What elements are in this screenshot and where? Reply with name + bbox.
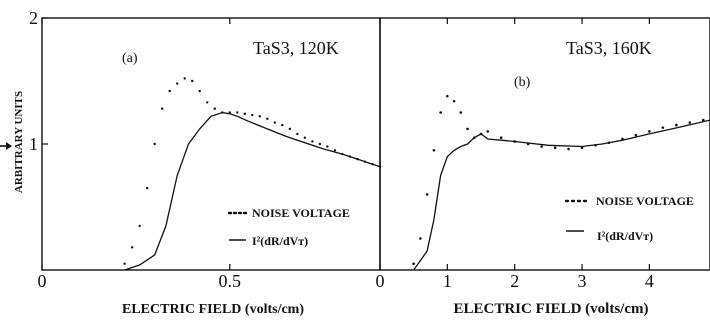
panel-a-noise-point — [266, 117, 269, 121]
panel-a-x-tick-label: 0.5 — [219, 271, 242, 291]
panel-b-noise-point — [688, 121, 692, 124]
panel-a-noise-point — [281, 123, 284, 127]
panel-b-noise-point — [439, 111, 442, 114]
panel-a-noise-point — [130, 246, 134, 249]
panel-b-noise-point — [648, 130, 651, 133]
panel-b-noise-point — [499, 136, 503, 139]
panel-a-noise-point — [153, 142, 156, 146]
panel-a-noise-point — [213, 107, 216, 110]
panel-b-x-tick-label: 0 — [376, 271, 385, 291]
panel-a-noise-point — [206, 101, 209, 104]
panel-b-noise-point — [661, 126, 665, 129]
panel-b-noise-point — [580, 146, 584, 150]
panel-b-noise-point — [446, 94, 449, 98]
panel-a-noise-point — [236, 111, 239, 114]
panel-b-noise-point — [419, 237, 422, 240]
panel-a: 0 0.5 1 2 — [29, 8, 382, 291]
panel-b-noise-point — [432, 149, 436, 152]
panel-a-noise-point — [191, 79, 194, 83]
panel-b-noise-point — [459, 111, 463, 114]
panel-a-label: (a) — [122, 51, 138, 66]
panel-a-y-tick-label: 1 — [29, 134, 38, 154]
panel-b-x-tick-label: 2 — [510, 271, 519, 291]
panel-a-x-tick-label: 0 — [38, 271, 47, 291]
panel-a-noise-point — [288, 127, 292, 131]
panel-a-noise-point — [123, 262, 126, 265]
panel-a-legend: NOISE VOLTAGE I²(dR/dVᴛ) — [227, 206, 350, 248]
panel-b-noise-point — [466, 127, 469, 131]
panel-a-noise-point — [318, 142, 322, 146]
panel-a-noise-point — [176, 82, 179, 85]
panel-b-derivative-line — [413, 119, 710, 271]
panel-a-noise-point — [145, 186, 149, 190]
panel-a-noise-point — [243, 112, 246, 115]
panel-a-noise-point — [168, 89, 171, 93]
panel-a-noise-point — [160, 107, 164, 110]
panel-b-x-tick-label: 3 — [578, 271, 587, 291]
panel-b-x-tick-label: 1 — [443, 271, 452, 291]
panel-a-noise-point — [296, 132, 299, 136]
panel-b-legend: NOISE VOLTAGE I²(dR/dVᴛ) — [564, 194, 694, 243]
panel-b-noise-point — [425, 193, 429, 196]
panel-b: 0 1 2 3 4 — [376, 17, 710, 291]
panel-b-noise-point — [567, 147, 570, 151]
panel-b-frame — [379, 17, 710, 271]
panel-b-noise-point — [634, 133, 638, 137]
panel-a-y-tick-label: 2 — [29, 8, 38, 28]
panel-a-noise-point — [273, 121, 277, 124]
panel-a-noise-point — [138, 224, 141, 228]
panel-a-noise-point — [311, 140, 314, 143]
panel-b-x-axis-label: ELECTRIC FIELD (volts/cm) — [453, 301, 648, 317]
panel-b-legend-noise-label: NOISE VOLTAGE — [596, 194, 694, 208]
panel-a-noise-point — [303, 136, 307, 139]
panel-a-noise-point — [198, 89, 201, 93]
panel-b-x-tick-label: 4 — [645, 271, 654, 291]
panel-a-noise-point — [326, 145, 329, 148]
panel-b-noise-point — [553, 146, 557, 150]
panel-b-noise-point — [701, 118, 705, 122]
y-axis-label: ARBITRARY UNITS — [13, 91, 25, 193]
panel-a-legend-derivative-label: I²(dR/dVᴛ) — [252, 234, 308, 248]
panel-a-x-axis-label: ELECTRIC FIELD (volts/cm) — [122, 302, 304, 317]
panel-b-noise-point — [540, 145, 543, 148]
panel-a-noise-point — [183, 77, 186, 80]
panel-b-noise-point — [452, 99, 456, 103]
panel-b-title: TaS3, 160K — [566, 38, 652, 58]
panel-a-noise-point — [333, 149, 337, 152]
panel-a-derivative-line — [124, 111, 381, 271]
panel-a-noise-point — [251, 113, 254, 117]
panel-a-title: TaS3, 120K — [253, 38, 339, 58]
panel-b-noise-point — [412, 262, 415, 266]
panel-b-label: (b) — [514, 75, 531, 90]
panel-b-legend-derivative-label: I²(dR/dVᴛ) — [597, 229, 653, 243]
panel-b-noise-point — [486, 130, 490, 133]
arrow-pointer-icon — [0, 142, 12, 150]
panel-a-legend-noise-label: NOISE VOLTAGE — [252, 206, 350, 220]
panel-b-noise-point — [675, 123, 678, 127]
panel-a-noise-point — [258, 115, 262, 118]
